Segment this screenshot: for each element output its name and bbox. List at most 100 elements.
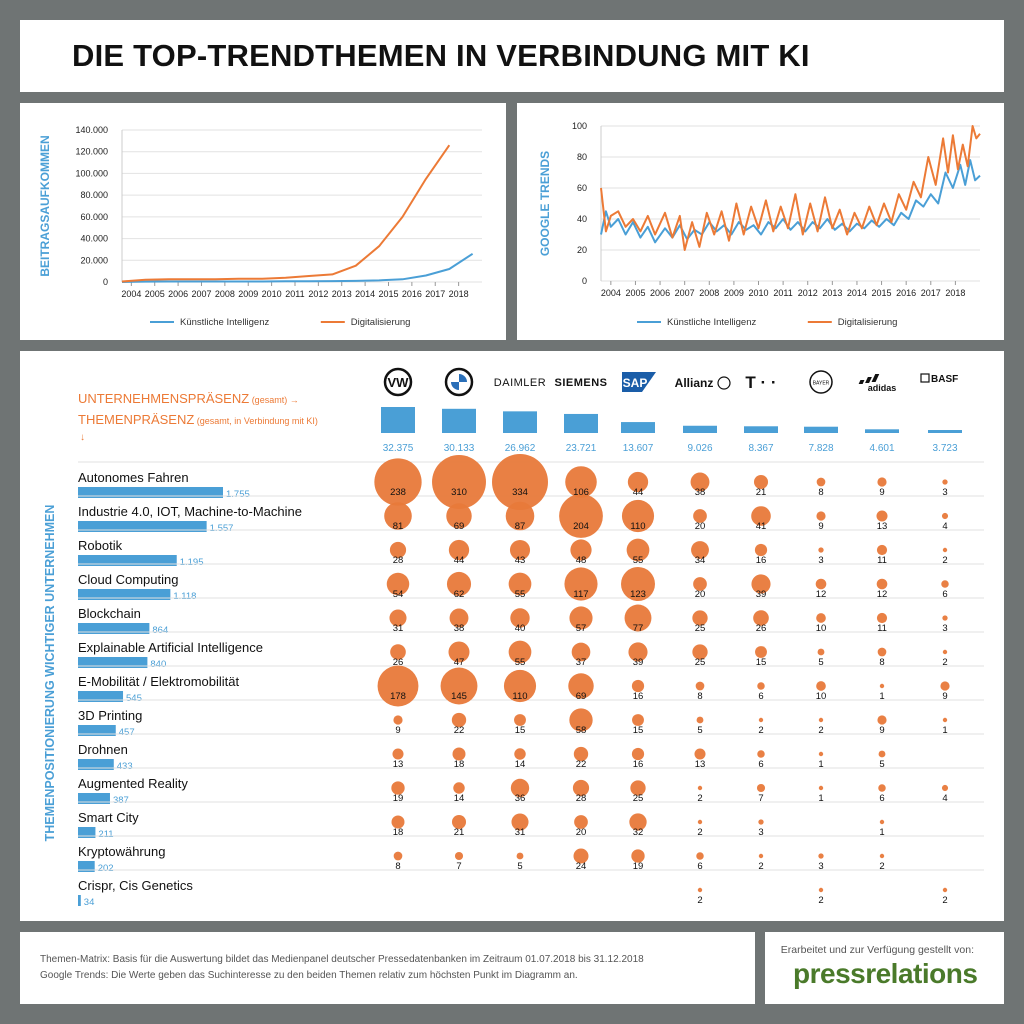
- topic-label: Blockchain: [78, 606, 141, 621]
- topic-company-value: 21: [756, 487, 767, 498]
- topic-company-value: 16: [633, 691, 644, 702]
- topic-company-value: 62: [454, 589, 465, 600]
- topic-company-bubble: [508, 572, 532, 596]
- chart-google-trends: 0 20 40 60 80 100 2004 2005 2006 2007 2008 2009 2010…: [517, 103, 1004, 340]
- topic-presence-value: 34: [84, 897, 95, 908]
- topic-company-value: 106: [573, 487, 589, 498]
- topic-company-value: 2: [942, 657, 947, 668]
- topic-presence-bar: [78, 691, 124, 702]
- topic-company-bubble: [386, 572, 410, 596]
- topic-company-bubble: [757, 750, 765, 758]
- topic-company-bubble: [751, 506, 771, 526]
- topic-company-value: 10: [816, 691, 827, 702]
- topic-company-bubble: [510, 608, 530, 628]
- topic-company-bubble: [389, 541, 407, 559]
- company-presence-bar: [928, 430, 962, 433]
- topic-company-value: 3: [942, 623, 947, 634]
- topic-company-bubble: [452, 747, 466, 761]
- topic-company-value: 26: [756, 623, 767, 634]
- topic-company-value: 48: [576, 555, 587, 566]
- topic-company-bubble: [815, 578, 827, 590]
- topic-company-bubble: [755, 646, 767, 658]
- topic-company-value: 22: [454, 725, 465, 736]
- c2-xtick-label: 2018: [945, 288, 965, 298]
- bmw-logo-quadrant: [451, 382, 459, 390]
- company-presence-value: 4.601: [869, 443, 894, 454]
- topic-company-bubble: [568, 673, 594, 699]
- topic-company-bubble: [942, 547, 948, 553]
- topic-company-bubble: [570, 539, 592, 561]
- company-presence-value: 9.026: [687, 443, 712, 454]
- topic-company-value: 13: [393, 759, 404, 770]
- matrix-ylabel: THEMENPOSITIONIERUNG WICHTIGER UNTERNEHM…: [43, 505, 57, 842]
- topic-company-value: 3: [818, 861, 823, 872]
- topic-company-bubble: [697, 819, 703, 825]
- header-arrow-down: ↓: [80, 432, 85, 443]
- topic-company-bubble: [696, 852, 704, 860]
- topic-company-bubble: [818, 717, 824, 723]
- topic-company-bubble: [448, 539, 470, 561]
- topic-company-bubble: [393, 715, 403, 725]
- topic-company-value: 69: [454, 521, 465, 532]
- c2-xtick-label: 2014: [847, 288, 867, 298]
- topic-company-bubble: [446, 571, 472, 597]
- topic-company-value: 178: [390, 691, 406, 702]
- topic-company-bubble: [693, 577, 707, 591]
- topic-company-value: 5: [879, 759, 884, 770]
- topic-company-bubble: [818, 785, 824, 791]
- company-presence-value: 23.721: [566, 443, 597, 454]
- topic-presence-bar: [78, 827, 96, 838]
- topic-matrix-svg: THEMENPOSITIONIERUNG WICHTIGER UNTERNEHM…: [43, 367, 984, 908]
- topic-company-value: 87: [515, 521, 526, 532]
- topic-company-value: 5: [818, 657, 823, 668]
- topic-company-value: 8: [697, 691, 702, 702]
- c2-xtick-label: 2015: [872, 288, 892, 298]
- topic-company-value: 77: [633, 623, 644, 634]
- company-presence-bar: [503, 411, 537, 433]
- topic-company-value: 5: [697, 725, 702, 736]
- topic-company-value: 8: [818, 487, 823, 498]
- topic-label: Drohnen: [78, 742, 128, 757]
- topic-company-bubble: [626, 538, 650, 562]
- topic-company-value: 6: [697, 861, 702, 872]
- topic-presence-value: 1.195: [180, 557, 204, 568]
- allianz-logo-emblem: [717, 376, 731, 390]
- topic-company-value: 8: [879, 657, 884, 668]
- c2-ylabel: GOOGLE TRENDS: [538, 151, 552, 256]
- topic-company-value: 25: [695, 657, 706, 668]
- topic-company-value: 2: [697, 827, 702, 838]
- topic-company-value: 110: [630, 521, 645, 532]
- allianz-logo-text: Allianz: [675, 376, 714, 390]
- topic-company-bubble: [448, 641, 470, 663]
- topic-company-bubble: [503, 669, 537, 703]
- header-topic-presence: THEMENPRÄSENZ (gesamt, in Verbindung mit…: [78, 412, 318, 427]
- c1-ylabel: BEITRAGSAUFKOMMEN: [38, 135, 52, 276]
- topic-company-value: 2: [697, 793, 702, 804]
- topic-company-bubble: [573, 746, 589, 762]
- topic-company-bubble: [574, 815, 588, 829]
- c1-series-line: [121, 144, 451, 283]
- topic-company-bubble: [751, 574, 771, 594]
- company-presence-bar: [442, 408, 476, 433]
- c2-series-line: [600, 125, 981, 251]
- c2-xtick-label: 2011: [773, 288, 792, 298]
- basf-logo-square: [920, 373, 930, 383]
- c1-xtick-label: 2018: [449, 289, 469, 299]
- topic-presence-value: 457: [119, 727, 135, 738]
- topic-company-value: 14: [515, 759, 526, 770]
- company-presence-bar: [564, 413, 598, 433]
- topic-presence-value: 840: [150, 659, 166, 670]
- company-presence-bar: [804, 426, 838, 433]
- topic-company-value: 2: [697, 895, 702, 906]
- topic-company-value: 334: [512, 487, 528, 498]
- topic-label: E-Mobilität / Elektromobilität: [78, 674, 239, 689]
- topic-company-value: 31: [515, 827, 526, 838]
- topic-company-bubble: [451, 712, 467, 728]
- topic-company-value: 15: [515, 725, 526, 736]
- topic-company-bubble: [691, 541, 709, 559]
- c2-ytick-label: 100: [572, 121, 587, 131]
- topic-company-value: 25: [633, 793, 644, 804]
- company-presence-bar: [744, 426, 778, 433]
- footnote-matrix: Themen-Matrix: Basis für die Auswertung …: [40, 954, 644, 965]
- page-title: DIE TOP-TRENDTHEMEN IN VERBINDUNG MIT KI: [72, 38, 810, 73]
